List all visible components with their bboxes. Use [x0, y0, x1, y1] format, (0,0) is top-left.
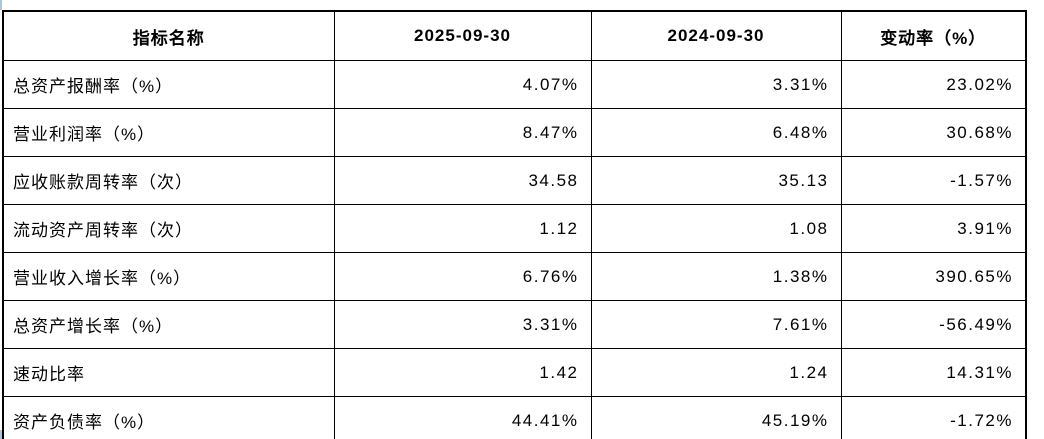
value-2025: 44.41% [333, 396, 592, 439]
change-rate: 390.65% [840, 252, 1027, 301]
col-header-change-rate: 变动率（%） [840, 10, 1027, 61]
value-2024: 45.19% [590, 396, 842, 439]
indicator-name: 资产负债率（%） [2, 396, 335, 439]
value-2024: 1.08 [590, 204, 842, 253]
window-edge-sliver-bottom [0, 430, 2, 439]
table-row: 应收账款周转率（次） 34.58 35.13 -1.57% [2, 156, 1027, 205]
value-2024: 6.48% [590, 108, 842, 157]
indicator-name: 流动资产周转率（次） [2, 204, 335, 253]
value-2025: 4.07% [333, 60, 592, 109]
header-row: 指标名称 2025-09-30 2024-09-30 变动率（%） [2, 10, 1027, 61]
value-2025: 8.47% [333, 108, 592, 157]
indicator-name: 总资产报酬率（%） [2, 60, 335, 109]
table-row: 营业利润率（%） 8.47% 6.48% 30.68% [2, 108, 1027, 157]
col-header-indicator-name: 指标名称 [2, 10, 335, 61]
value-2024: 35.13 [590, 156, 842, 205]
value-2025: 6.76% [333, 252, 592, 301]
value-2024: 3.31% [590, 60, 842, 109]
value-2025: 1.42 [333, 348, 592, 397]
col-header-2025-09-30: 2025-09-30 [333, 10, 592, 61]
indicator-name: 应收账款周转率（次） [2, 156, 335, 205]
indicator-name: 营业收入增长率（%） [2, 252, 335, 301]
table-row: 流动资产周转率（次） 1.12 1.08 3.91% [2, 204, 1027, 253]
value-2025: 34.58 [333, 156, 592, 205]
table-row: 总资产增长率（%） 3.31% 7.61% -56.49% [2, 300, 1027, 349]
table-row: 速动比率 1.42 1.24 14.31% [2, 348, 1027, 397]
col-header-2024-09-30: 2024-09-30 [590, 10, 842, 61]
indicator-name: 总资产增长率（%） [2, 300, 335, 349]
change-rate: 30.68% [840, 108, 1027, 157]
table-row: 营业收入增长率（%） 6.76% 1.38% 390.65% [2, 252, 1027, 301]
change-rate: 23.02% [840, 60, 1027, 109]
financial-indicators-table: 指标名称 2025-09-30 2024-09-30 变动率（%） 总资产报酬率… [2, 10, 1027, 439]
window-edge-sliver-top [0, 0, 2, 10]
table-row: 资产负债率（%） 44.41% 45.19% -1.72% [2, 396, 1027, 439]
change-rate: -1.57% [840, 156, 1027, 205]
value-2024: 1.38% [590, 252, 842, 301]
value-2025: 1.12 [333, 204, 592, 253]
value-2024: 1.24 [590, 348, 842, 397]
change-rate: 3.91% [840, 204, 1027, 253]
value-2024: 7.61% [590, 300, 842, 349]
value-2025: 3.31% [333, 300, 592, 349]
indicator-name: 速动比率 [2, 348, 335, 397]
change-rate: -56.49% [840, 300, 1027, 349]
change-rate: -1.72% [840, 396, 1027, 439]
change-rate: 14.31% [840, 348, 1027, 397]
indicator-name: 营业利润率（%） [2, 108, 335, 157]
table-row: 总资产报酬率（%） 4.07% 3.31% 23.02% [2, 60, 1027, 109]
